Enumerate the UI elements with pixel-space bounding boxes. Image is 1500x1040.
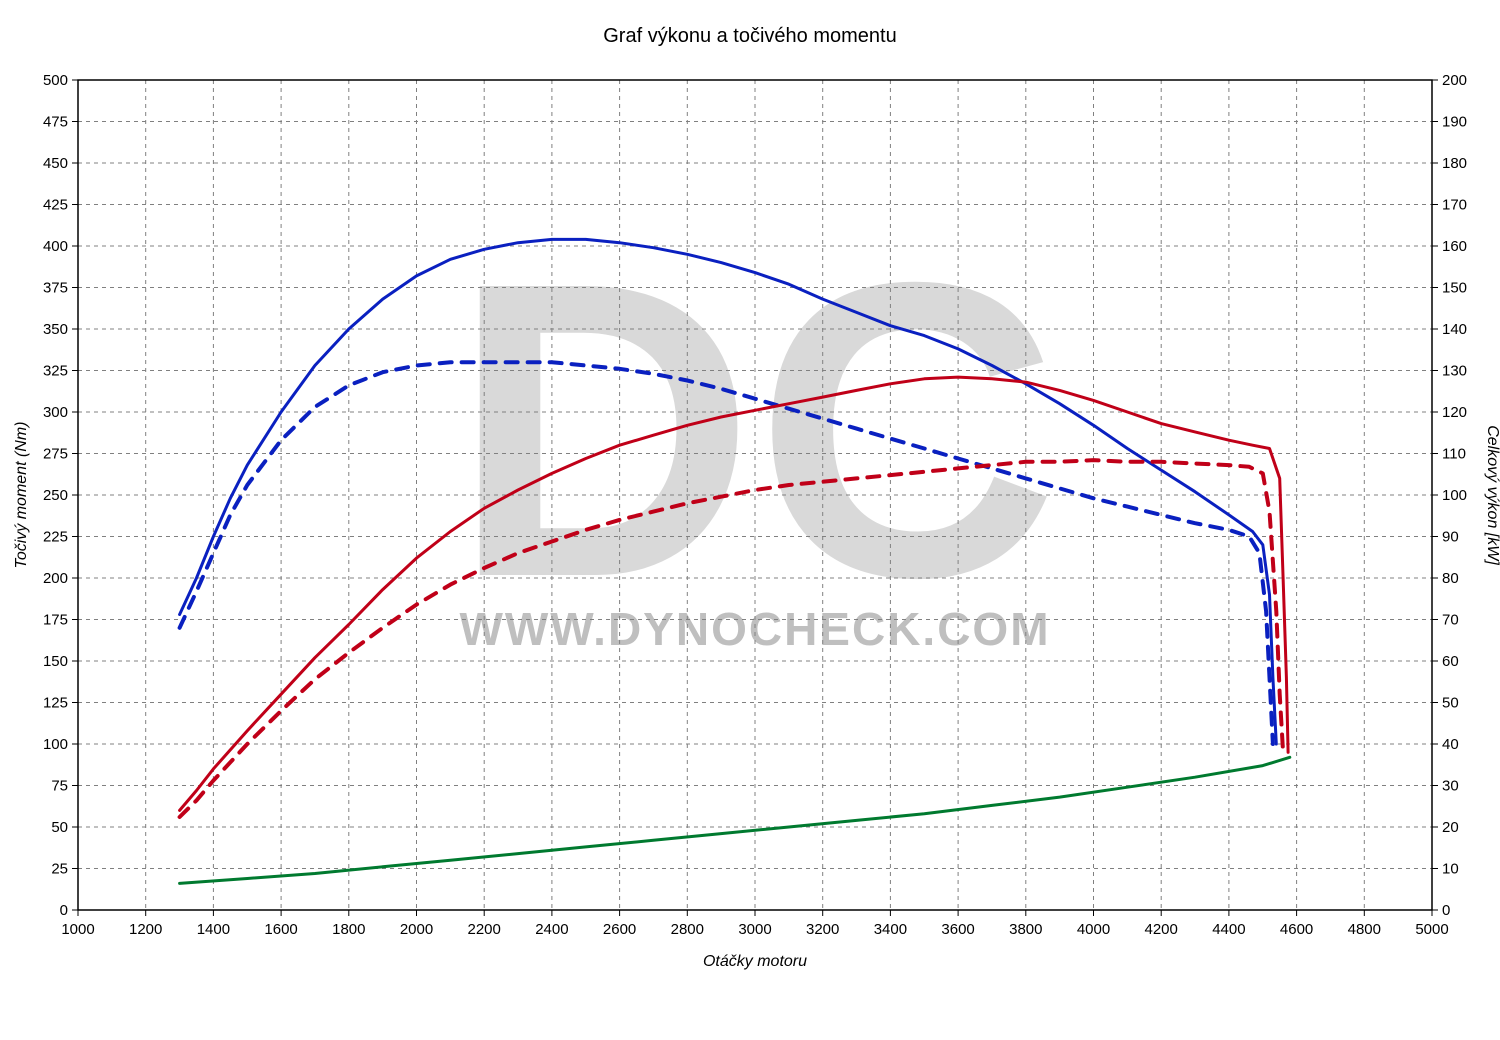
- y-right-tick-label: 0: [1442, 902, 1450, 919]
- chart-title: Graf výkonu a točivého momentu: [603, 25, 896, 47]
- x-tick-label: 2400: [535, 921, 568, 938]
- y-right-tick-label: 160: [1442, 238, 1467, 255]
- y-left-tick-label: 125: [43, 695, 68, 712]
- dyno-chart: DCWWW.DYNOCHECK.COM100012001400160018002…: [0, 0, 1500, 1040]
- x-tick-label: 4800: [1348, 921, 1381, 938]
- y-left-tick-label: 250: [43, 487, 68, 504]
- y-left-tick-label: 50: [51, 819, 68, 836]
- y-right-tick-label: 120: [1442, 404, 1467, 421]
- y-right-tick-label: 180: [1442, 155, 1467, 172]
- y-left-tick-label: 100: [43, 736, 68, 753]
- y-left-tick-label: 500: [43, 72, 68, 89]
- y-left-tick-label: 150: [43, 653, 68, 670]
- x-tick-label: 4200: [1145, 921, 1178, 938]
- chart-svg: DCWWW.DYNOCHECK.COM100012001400160018002…: [0, 0, 1500, 1040]
- x-tick-label: 1200: [129, 921, 162, 938]
- y-right-tick-label: 30: [1442, 778, 1459, 795]
- x-tick-label: 1400: [197, 921, 230, 938]
- y-right-tick-label: 20: [1442, 819, 1459, 836]
- y-left-tick-label: 450: [43, 155, 68, 172]
- x-tick-label: 2200: [468, 921, 501, 938]
- x-tick-label: 3400: [874, 921, 907, 938]
- y-left-tick-label: 325: [43, 363, 68, 380]
- y-right-tick-label: 110: [1442, 446, 1466, 463]
- y-left-tick-label: 475: [43, 114, 68, 131]
- y-right-tick-label: 60: [1442, 653, 1459, 670]
- x-tick-label: 2000: [400, 921, 433, 938]
- y-left-tick-label: 0: [60, 902, 68, 919]
- x-tick-label: 3600: [941, 921, 974, 938]
- y-left-tick-label: 275: [43, 446, 68, 463]
- y-left-tick-label: 225: [43, 529, 68, 546]
- x-tick-label: 1000: [61, 921, 94, 938]
- y-right-tick-label: 80: [1442, 570, 1459, 587]
- y-right-tick-label: 130: [1442, 363, 1467, 380]
- y-left-tick-label: 300: [43, 404, 68, 421]
- y-right-tick-label: 170: [1442, 197, 1467, 214]
- y-left-axis-label: Točivý moment (Nm): [13, 422, 30, 569]
- y-left-tick-label: 175: [43, 612, 68, 629]
- x-tick-label: 2800: [671, 921, 704, 938]
- x-tick-label: 1800: [332, 921, 365, 938]
- x-axis-label: Otáčky motoru: [703, 953, 807, 970]
- y-right-tick-label: 40: [1442, 736, 1459, 753]
- y-right-tick-label: 150: [1442, 280, 1467, 297]
- x-tick-label: 3800: [1009, 921, 1042, 938]
- y-left-tick-label: 25: [51, 861, 68, 878]
- y-right-tick-label: 100: [1442, 487, 1467, 504]
- x-tick-label: 1600: [264, 921, 297, 938]
- x-tick-label: 3000: [738, 921, 771, 938]
- y-left-tick-label: 350: [43, 321, 68, 338]
- y-left-tick-label: 75: [51, 778, 68, 795]
- y-left-tick-label: 375: [43, 280, 68, 297]
- y-left-tick-label: 425: [43, 197, 68, 214]
- x-tick-label: 4400: [1212, 921, 1245, 938]
- y-right-tick-label: 140: [1442, 321, 1467, 338]
- x-tick-label: 4600: [1280, 921, 1313, 938]
- y-left-tick-label: 200: [43, 570, 68, 587]
- x-tick-label: 3200: [806, 921, 839, 938]
- x-tick-label: 2600: [603, 921, 636, 938]
- y-right-tick-label: 200: [1442, 72, 1467, 89]
- x-tick-label: 5000: [1415, 921, 1448, 938]
- y-right-axis-label: Celkový výkon [kW]: [1484, 425, 1500, 565]
- y-left-tick-label: 400: [43, 238, 68, 255]
- y-right-tick-label: 70: [1442, 612, 1459, 629]
- y-right-tick-label: 90: [1442, 529, 1459, 546]
- y-right-tick-label: 50: [1442, 695, 1459, 712]
- y-right-tick-label: 190: [1442, 114, 1467, 131]
- y-right-tick-label: 10: [1442, 861, 1459, 878]
- x-tick-label: 4000: [1077, 921, 1110, 938]
